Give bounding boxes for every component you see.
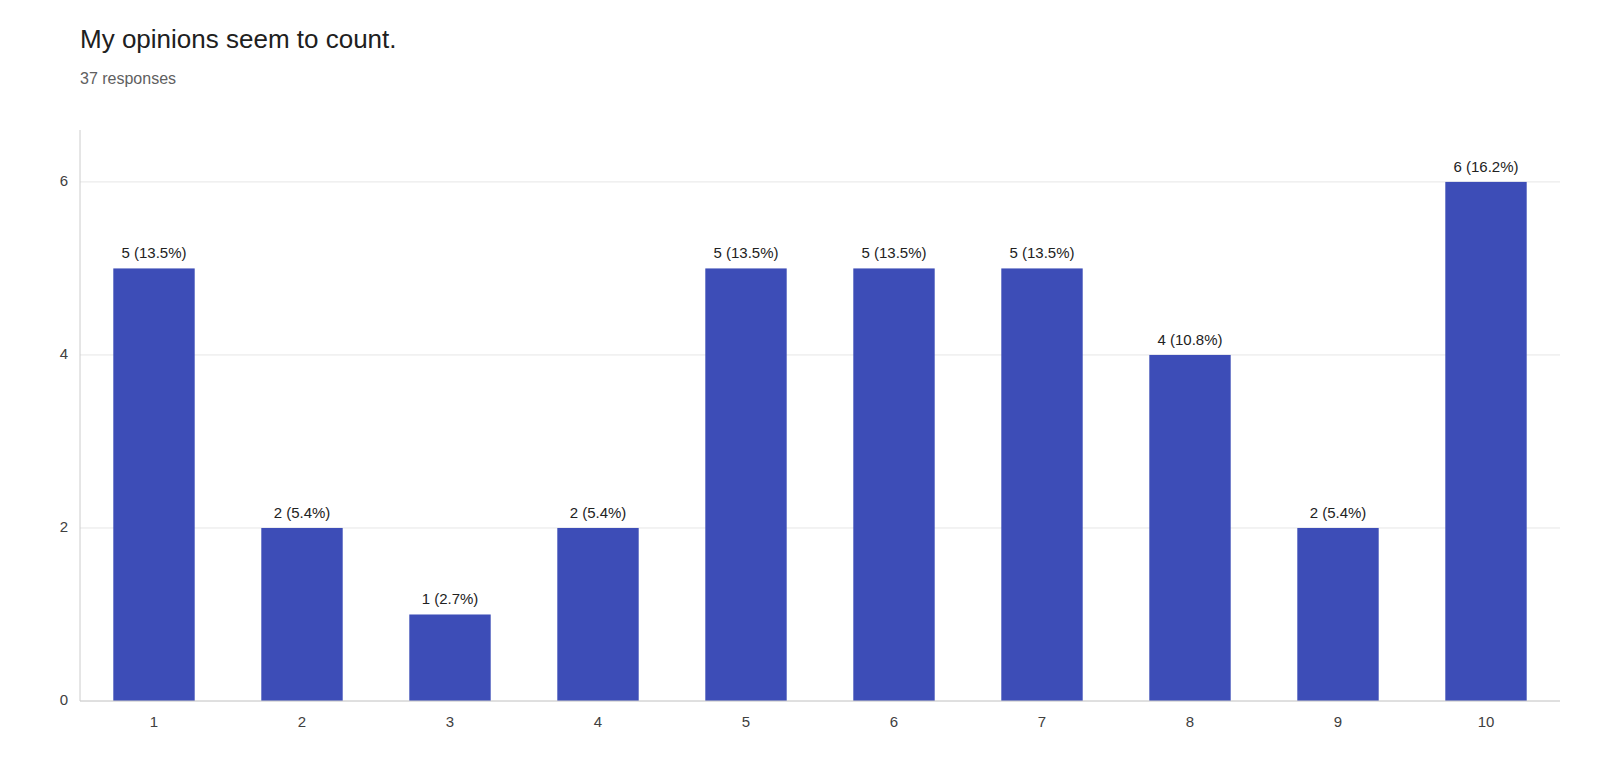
x-tick-label: 9 [1334,713,1342,730]
bar [1297,528,1378,701]
data-label: 1 (2.7%) [422,590,479,607]
y-tick-label: 0 [60,691,68,708]
y-tick-label: 2 [60,518,68,535]
grid-line [80,701,1560,702]
data-label: 5 (13.5%) [121,244,186,261]
bar [557,528,638,701]
chart-svg: My opinions seem to count. 37 responses 0 2… [0,0,1600,761]
title: My opinions seem to count. [80,24,397,54]
grid-line [80,181,1560,182]
bar [1001,268,1082,701]
y-axis-line [80,130,81,701]
bar [705,268,786,701]
data-label: 2 (5.4%) [1310,504,1367,521]
grid [80,182,1560,701]
subtitle: 37 responses [80,70,176,87]
grid-line [80,354,1560,355]
bar [853,268,934,701]
data-label: 6 (16.2%) [1453,158,1518,175]
chart-container: My opinions seem to count. 37 responses 0 2… [0,0,1600,761]
y-tick-label: 6 [60,172,68,189]
data-label: 2 (5.4%) [570,504,627,521]
y-tick-label: 4 [60,345,68,362]
data-label: 4 (10.8%) [1157,331,1222,348]
bar [113,268,194,701]
bar [1149,355,1230,701]
bar [1445,182,1526,701]
bars [113,182,1526,701]
x-tick-label: 8 [1186,713,1194,730]
x-tick-label: 7 [1038,713,1046,730]
data-label: 5 (13.5%) [1009,244,1074,261]
bar [261,528,342,701]
x-tick-label: 6 [890,713,898,730]
x-tick-label: 1 [150,713,158,730]
data-labels: 5 (13.5%) 2 (5.4%) 1 (2.7%) 2 (5.4%) 5 (13.5… [121,158,1518,608]
x-tick-label: 5 [742,713,750,730]
x-tick-label: 2 [298,713,306,730]
data-label: 5 (13.5%) [713,244,778,261]
bar [409,614,490,701]
x-tick-label: 3 [446,713,454,730]
page: {"chart_data": {"type": "bar", "title": … [0,0,1600,761]
data-label: 2 (5.4%) [274,504,331,521]
x-axis-line [80,701,1560,702]
x-tick-label: 10 [1478,713,1495,730]
x-tick-label: 4 [594,713,602,730]
data-label: 5 (13.5%) [861,244,926,261]
